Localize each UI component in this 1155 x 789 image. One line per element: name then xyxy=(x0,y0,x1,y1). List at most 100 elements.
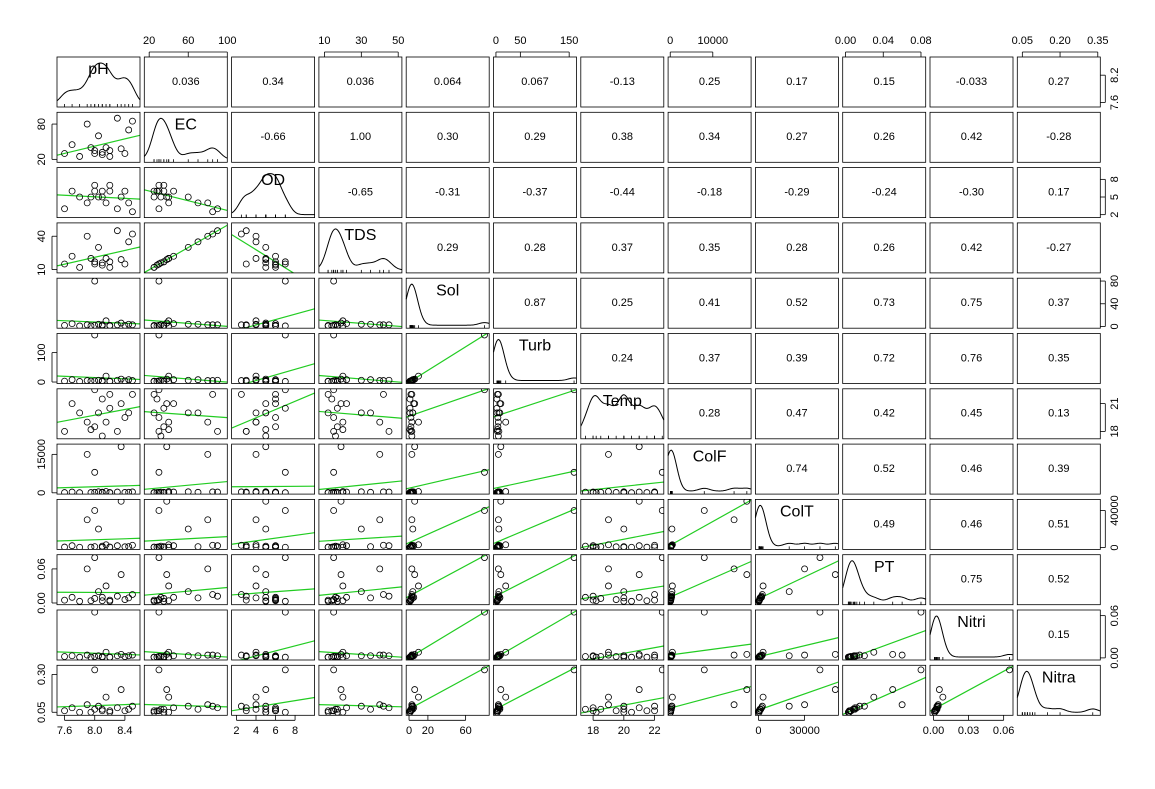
point xyxy=(95,488,102,495)
correlation: 0.29 xyxy=(437,242,458,254)
point xyxy=(76,489,84,495)
point xyxy=(194,320,202,328)
point xyxy=(76,322,84,329)
point xyxy=(502,693,510,701)
panel xyxy=(56,554,141,606)
point xyxy=(106,322,114,329)
point xyxy=(194,652,202,660)
panel-frame xyxy=(1016,167,1101,219)
point xyxy=(68,376,76,384)
point xyxy=(406,377,414,384)
point xyxy=(380,390,387,398)
point xyxy=(237,321,245,329)
point xyxy=(330,427,338,435)
correlation: 0.72 xyxy=(873,352,894,364)
point xyxy=(262,409,270,417)
panel: -0.31 xyxy=(405,167,490,219)
panel: 0.39 xyxy=(755,333,839,384)
panel: 0.76 xyxy=(929,333,1014,384)
point xyxy=(252,418,260,426)
y-tick-label: 8.2 xyxy=(1109,68,1121,83)
point xyxy=(570,507,577,514)
correlation: 0.17 xyxy=(1048,187,1069,199)
correlation: 0.75 xyxy=(961,297,982,309)
point xyxy=(121,707,129,715)
point xyxy=(330,554,338,561)
point xyxy=(150,653,158,660)
point xyxy=(150,187,158,195)
point xyxy=(150,193,158,201)
point xyxy=(95,409,102,417)
panel xyxy=(56,277,141,329)
point xyxy=(98,432,106,439)
point xyxy=(785,652,793,660)
point xyxy=(113,488,121,495)
panel: 0.15 xyxy=(1016,609,1101,661)
point xyxy=(759,582,767,590)
panel-frame xyxy=(842,498,927,550)
point xyxy=(83,450,91,458)
correlation: 0.42 xyxy=(873,408,894,420)
point xyxy=(87,377,95,384)
correlation: 0.52 xyxy=(786,297,807,309)
point xyxy=(252,543,260,550)
x-tick-label: 0.00 xyxy=(835,35,856,47)
point xyxy=(367,705,374,713)
fit-line xyxy=(57,484,140,489)
fit-line xyxy=(318,410,402,419)
point xyxy=(125,543,133,550)
point xyxy=(157,432,165,439)
fit-line xyxy=(57,134,140,156)
point xyxy=(406,489,414,495)
panel: pH xyxy=(56,56,141,108)
point xyxy=(194,488,202,495)
point xyxy=(117,400,125,408)
y-tick-label: 0 xyxy=(36,379,48,385)
x-tick-label: 150 xyxy=(560,35,578,47)
point xyxy=(129,377,136,384)
point xyxy=(281,554,289,561)
panel: -0.24 xyxy=(842,167,927,219)
point xyxy=(330,653,338,660)
point xyxy=(237,488,245,495)
point xyxy=(620,702,628,710)
correlation: 0.39 xyxy=(1048,463,1069,475)
point xyxy=(91,666,99,674)
point xyxy=(889,686,897,693)
panel-frame xyxy=(56,498,141,550)
point xyxy=(481,333,488,339)
point xyxy=(237,591,245,598)
correlation: 1.00 xyxy=(350,131,371,143)
point xyxy=(242,592,250,600)
point xyxy=(406,597,414,605)
y-tick-label: 0.05 xyxy=(36,702,48,723)
point xyxy=(324,653,332,660)
point xyxy=(643,653,651,660)
y-tick-label: 21 xyxy=(1109,397,1121,409)
point xyxy=(376,651,384,659)
panel: -0.033 xyxy=(929,56,1014,108)
point xyxy=(252,582,260,590)
point xyxy=(113,592,121,600)
point xyxy=(409,525,417,533)
panel-frame xyxy=(231,609,316,661)
panel-frame xyxy=(1016,498,1101,550)
point xyxy=(481,610,488,616)
correlation: 0.41 xyxy=(699,297,720,309)
point xyxy=(204,199,212,207)
point xyxy=(155,653,163,660)
fit-line xyxy=(318,651,402,658)
point xyxy=(343,488,350,495)
point xyxy=(214,704,221,712)
panel: 0.42 xyxy=(929,111,1014,163)
x-tick-label: 20 xyxy=(422,725,434,737)
point xyxy=(272,258,279,266)
x-tick-label: 8 xyxy=(292,725,298,737)
point xyxy=(376,450,384,458)
point xyxy=(700,554,708,561)
correlation: 0.75 xyxy=(961,574,982,586)
panel: -0.28 xyxy=(1016,111,1101,163)
panel: Nitri xyxy=(929,609,1014,661)
point xyxy=(917,666,925,674)
point xyxy=(643,707,651,715)
